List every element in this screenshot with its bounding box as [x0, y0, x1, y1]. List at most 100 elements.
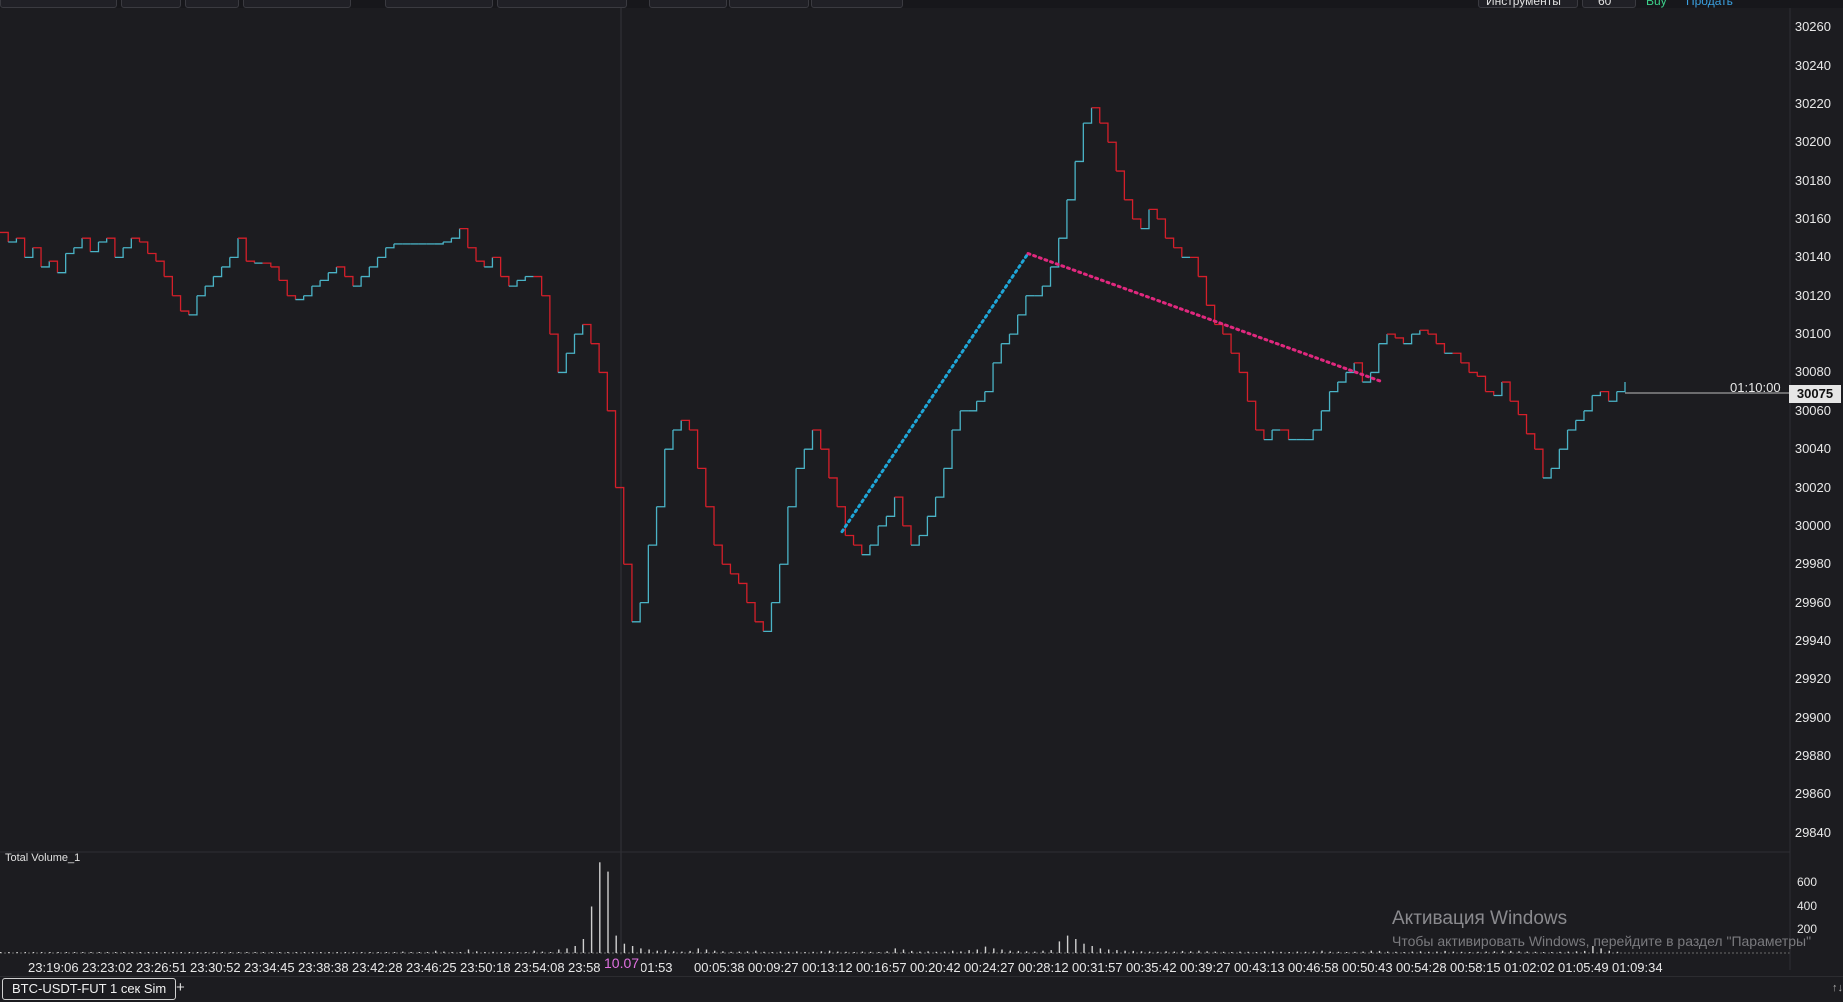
volume-bar	[935, 951, 937, 953]
interval-value: 60	[1598, 0, 1612, 8]
toolbar-button[interactable]	[497, 0, 627, 8]
volume-bar	[984, 946, 987, 953]
price-segment	[787, 468, 797, 508]
price-segment	[935, 468, 945, 498]
price-segment	[1534, 448, 1544, 478]
volume-bar	[919, 951, 921, 953]
price-segment	[1526, 433, 1536, 450]
price-segment	[328, 266, 338, 274]
volume-bar	[1280, 951, 1282, 953]
price-segment	[853, 544, 863, 555]
price-segment	[878, 516, 888, 527]
volume-bar	[8, 952, 10, 953]
volume-bar	[1075, 939, 1077, 953]
trendline-drawing[interactable]	[840, 252, 1030, 534]
volume-bar	[1099, 948, 1102, 954]
volume-bar	[820, 951, 823, 953]
price-segment	[582, 323, 592, 344]
time-tick-label: 01:09:34	[1612, 960, 1663, 975]
price-segment	[221, 257, 231, 268]
volume-bar	[656, 950, 658, 953]
price-segment	[1501, 381, 1511, 402]
volume-bar	[1247, 951, 1249, 953]
price-segment	[1386, 333, 1396, 338]
price-segment	[976, 391, 986, 402]
price-tick-label: 29980	[1794, 556, 1831, 572]
volume-bar	[648, 949, 650, 953]
price-segment	[180, 310, 190, 315]
toolbar-button[interactable]	[649, 0, 727, 8]
price-segment	[779, 506, 789, 565]
price-segment	[1419, 329, 1429, 335]
buy-button[interactable]: Buy	[1646, 0, 1667, 8]
volume-bar	[123, 952, 125, 953]
interval-select[interactable]	[1582, 0, 1636, 8]
toolbar-button[interactable]	[185, 0, 239, 8]
volume-bar	[1575, 951, 1578, 953]
price-segment	[114, 247, 124, 259]
price-segment	[147, 252, 157, 262]
add-tab-button[interactable]: +	[176, 979, 185, 996]
toolbar-button[interactable]	[811, 0, 903, 8]
volume-bar	[1124, 950, 1126, 953]
time-tick-label: 00:54:28	[1396, 960, 1447, 975]
price-segment	[681, 419, 691, 430]
toolbar-button[interactable]	[243, 0, 351, 8]
price-segment	[1009, 314, 1019, 335]
trendline-drawing[interactable]	[1026, 252, 1385, 384]
toolbar-button[interactable]	[385, 0, 493, 8]
volume-bar	[1255, 952, 1258, 953]
price-segment	[476, 260, 485, 267]
sell-button[interactable]: Продать	[1686, 0, 1733, 8]
time-tick-label: 01:02:02	[1504, 960, 1555, 975]
drawings-layer	[840, 252, 1385, 534]
volume-bar	[517, 952, 519, 953]
volume-bar	[164, 952, 166, 953]
time-tick-label: 23:58	[568, 960, 601, 975]
chart-tab[interactable]: BTC-USDT-FUT 1 сек Sim	[2, 978, 177, 1000]
volume-bar	[1304, 951, 1307, 953]
volume-bar	[197, 952, 199, 953]
volume-bar	[369, 952, 371, 953]
toolbar-button[interactable]	[0, 0, 117, 8]
volume-bar	[1567, 951, 1569, 953]
time-tick-label: 01:53	[640, 960, 673, 975]
volume-bar	[385, 952, 388, 953]
price-segment	[32, 247, 42, 267]
volume-bar	[1214, 951, 1216, 953]
time-tick-label: 23:46:25	[406, 960, 457, 975]
volume-bar	[845, 951, 847, 953]
volume-bar	[853, 952, 855, 953]
price-segment	[1001, 334, 1011, 345]
volume-bar	[714, 950, 716, 953]
price-segment	[1337, 372, 1347, 383]
volume-bar	[861, 951, 864, 953]
volume-tick-label: 400	[1796, 898, 1817, 913]
volume-bar	[1584, 950, 1586, 953]
toolbar-button[interactable]	[729, 0, 809, 8]
instruments-button[interactable]	[1478, 0, 1578, 8]
price-segment	[90, 242, 100, 253]
scroll-arrows-icon[interactable]: ↑↓	[1832, 982, 1843, 994]
price-segment	[41, 261, 50, 268]
price-segment	[656, 449, 666, 508]
volume-bar	[623, 943, 626, 953]
volume-bar	[328, 952, 330, 953]
volume-bar	[1354, 951, 1356, 953]
time-tick-label: 00:46:58	[1288, 960, 1339, 975]
volume-bar	[993, 948, 995, 954]
volume-bar	[98, 952, 100, 953]
price-segment	[1551, 449, 1560, 470]
volume-bar	[1616, 951, 1619, 953]
volume-bar	[952, 950, 954, 953]
volume-bar	[90, 952, 92, 953]
volume-bar	[476, 951, 478, 953]
price-segment	[508, 280, 518, 287]
time-tick-label: 23:38:38	[298, 960, 349, 975]
time-tick-label: 23:23:02	[82, 960, 133, 975]
price-segment	[738, 582, 748, 603]
volume-bar	[426, 952, 429, 953]
toolbar-button[interactable]	[121, 0, 181, 8]
